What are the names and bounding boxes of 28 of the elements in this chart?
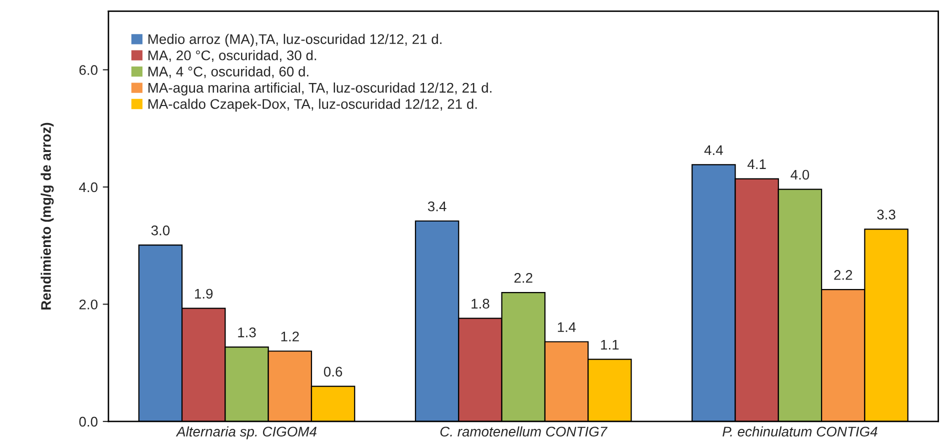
data-label: 1.2: [281, 332, 299, 342]
legend-label: MA-caldo Czapek-Dox, TA, luz-oscuridad 12/12, 21 d.: [148, 98, 477, 112]
data-label: 4.1: [747, 159, 766, 169]
x-tick-label: Alternaria sp. CIGOM4: [176, 426, 316, 440]
data-label: 2.2: [514, 272, 532, 283]
x-tick-label: P. echinulatum CONTIG4: [722, 426, 878, 437]
y-tick-label: 6.0: [79, 65, 98, 75]
data-label: 3.0: [151, 226, 170, 236]
data-label: 3.4: [428, 201, 446, 212]
legend-label: MA, 4 °C, oscuridad, 60 d.: [148, 66, 308, 78]
y-tick-label: 0.0: [79, 416, 98, 427]
data-label: 1.4: [558, 322, 576, 332]
y-tick-label: 2.0: [79, 300, 98, 310]
data-label: 4.0: [790, 170, 810, 180]
legend-label: MA, 20 °C, oscuridad, 30 d.: [148, 50, 316, 62]
x-tick-label: C. ramotenellum CONTIG7: [440, 426, 608, 437]
data-label: 1.9: [195, 288, 213, 299]
data-label: 1.1: [601, 340, 619, 350]
y-tick-label: 4.0: [79, 182, 98, 192]
legend-label: MA-agua marina artificial, TA, luz-oscuridad 12/12, 21 d.: [148, 82, 492, 96]
data-label: 2.2: [834, 270, 852, 280]
legend-label: Medio arroz (MA),TA, luz-oscuridad 12/12, 21 d.: [148, 34, 442, 47]
data-label: 4.4: [704, 145, 723, 155]
data-label: 0.6: [324, 366, 342, 377]
data-label: 1.3: [238, 328, 256, 338]
data-label: 3.3: [877, 210, 896, 220]
y-axis-title: Rendimiento (mg/g de arroz): [40, 122, 54, 310]
data-label: 1.8: [472, 298, 490, 309]
